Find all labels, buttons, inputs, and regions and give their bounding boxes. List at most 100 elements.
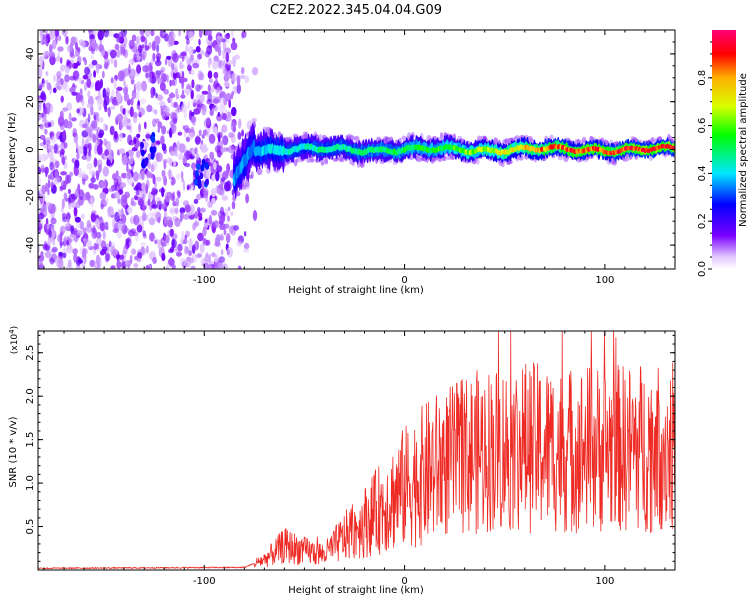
heatmap-cell: [145, 265, 150, 269]
heatmap-cell: [225, 233, 231, 244]
heatmap-cell: [174, 207, 179, 215]
heatmap-cell: [166, 74, 169, 83]
heatmap-cell: [227, 206, 231, 211]
heatmap-cell: [194, 136, 201, 145]
heatmap-cell: [110, 245, 116, 256]
heatmap-cell: [194, 240, 200, 251]
heatmap-cell: [127, 159, 134, 165]
heatmap-cell: [166, 55, 172, 60]
heatmap-cell: [125, 238, 131, 243]
heatmap-cell: [227, 117, 233, 122]
heatmap-cell: [119, 214, 123, 219]
heatmap-cell: [67, 44, 73, 53]
heatmap-cell: [121, 194, 128, 203]
heatmap-cell: [49, 107, 54, 113]
heatmap-cell: [204, 218, 208, 223]
heatmap-cell: [116, 260, 122, 269]
heatmap-cell: [200, 207, 206, 213]
x-tick-label: 0: [401, 576, 407, 587]
heatmap-cell: [48, 174, 52, 180]
heatmap-cell: [224, 81, 230, 88]
heatmap-cell: [71, 201, 78, 209]
heatmap-cell: [179, 257, 187, 267]
heatmap-cell: [116, 91, 122, 102]
heatmap-cell: [193, 108, 200, 115]
heatmap-cell: [206, 167, 211, 179]
heatmap-cell: [183, 88, 191, 94]
heatmap-cell: [38, 202, 42, 213]
heatmap-cell: [69, 53, 76, 59]
heatmap-cell: [188, 45, 194, 56]
heatmap-cell: [45, 182, 49, 192]
heatmap-cell: [43, 223, 48, 233]
heatmap-cell: [147, 153, 152, 161]
heatmap-cell: [142, 193, 145, 205]
heatmap-cell: [161, 73, 168, 83]
heatmap-cell: [116, 254, 121, 259]
heatmap-cell: [151, 187, 156, 194]
heatmap-cell: [128, 58, 134, 65]
heatmap-cell: [130, 78, 135, 85]
heatmap-cell: [103, 248, 107, 255]
heatmap-cell: [113, 178, 119, 187]
heatmap-cell: [138, 107, 145, 116]
heatmap-cell: [42, 155, 49, 161]
heatmap-cell: [95, 243, 99, 250]
heatmap-cell: [154, 59, 162, 67]
colorbar-tick-label: 0.0: [697, 261, 708, 277]
heatmap-cell: [204, 162, 209, 169]
colorbar-gradient: [712, 30, 736, 269]
heatmap-cell: [38, 176, 42, 186]
heatmap-cell: [140, 30, 145, 36]
heatmap-cell: [223, 96, 228, 106]
heatmap-cell: [114, 43, 120, 51]
heatmap-cell: [59, 78, 64, 86]
heatmap-cell: [219, 214, 226, 224]
heatmap-cell: [60, 95, 64, 103]
heatmap-cell: [256, 167, 263, 176]
heatmap-cell: [156, 43, 160, 53]
heatmap-cell: [114, 101, 120, 106]
heatmap-cell: [83, 237, 87, 243]
heatmap-cell: [194, 210, 198, 220]
heatmap-cell: [211, 197, 216, 204]
heatmap-cell: [190, 126, 195, 133]
heatmap-cell: [529, 138, 534, 143]
heatmap-cell: [203, 226, 207, 237]
heatmap-cell: [102, 70, 105, 79]
heatmap-cell: [225, 180, 232, 192]
colorbar-tick-label: 0.2: [697, 213, 708, 229]
heatmap-cell: [211, 104, 216, 109]
heatmap-cell: [164, 191, 171, 203]
heatmap-cell: [210, 187, 217, 197]
heatmap-cell: [176, 173, 181, 180]
heatmap-cell: [216, 113, 223, 122]
heatmap-cell: [130, 97, 134, 106]
heatmap-cell: [93, 111, 98, 117]
heatmap-cell: [73, 206, 78, 217]
heatmap-cell: [65, 174, 70, 185]
y-tick-label: 20: [25, 95, 36, 108]
heatmap-cell: [136, 172, 143, 180]
heatmap-cell: [109, 125, 115, 136]
heatmap-cell: [123, 80, 126, 87]
heatmap-cell: [110, 49, 117, 59]
heatmap-cell: [86, 103, 93, 108]
heatmap-cell: [221, 124, 228, 133]
heatmap-cell: [135, 230, 139, 242]
heatmap-cell: [184, 258, 191, 268]
heatmap-cell: [198, 129, 202, 137]
heatmap-cell: [201, 134, 205, 139]
heatmap-cell: [42, 83, 45, 88]
heatmap-cell: [251, 118, 257, 123]
heatmap-cell: [81, 137, 85, 148]
heatmap-cell: [197, 181, 202, 189]
heatmap-cell: [82, 74, 89, 80]
heatmap-cell: [324, 158, 329, 165]
heatmap-cell: [147, 72, 153, 84]
heatmap-cell: [171, 79, 176, 86]
heatmap-cell: [113, 59, 118, 68]
x-tick-label: 0: [401, 275, 407, 286]
heatmap-cell: [182, 155, 187, 165]
heatmap-cell: [57, 51, 60, 62]
